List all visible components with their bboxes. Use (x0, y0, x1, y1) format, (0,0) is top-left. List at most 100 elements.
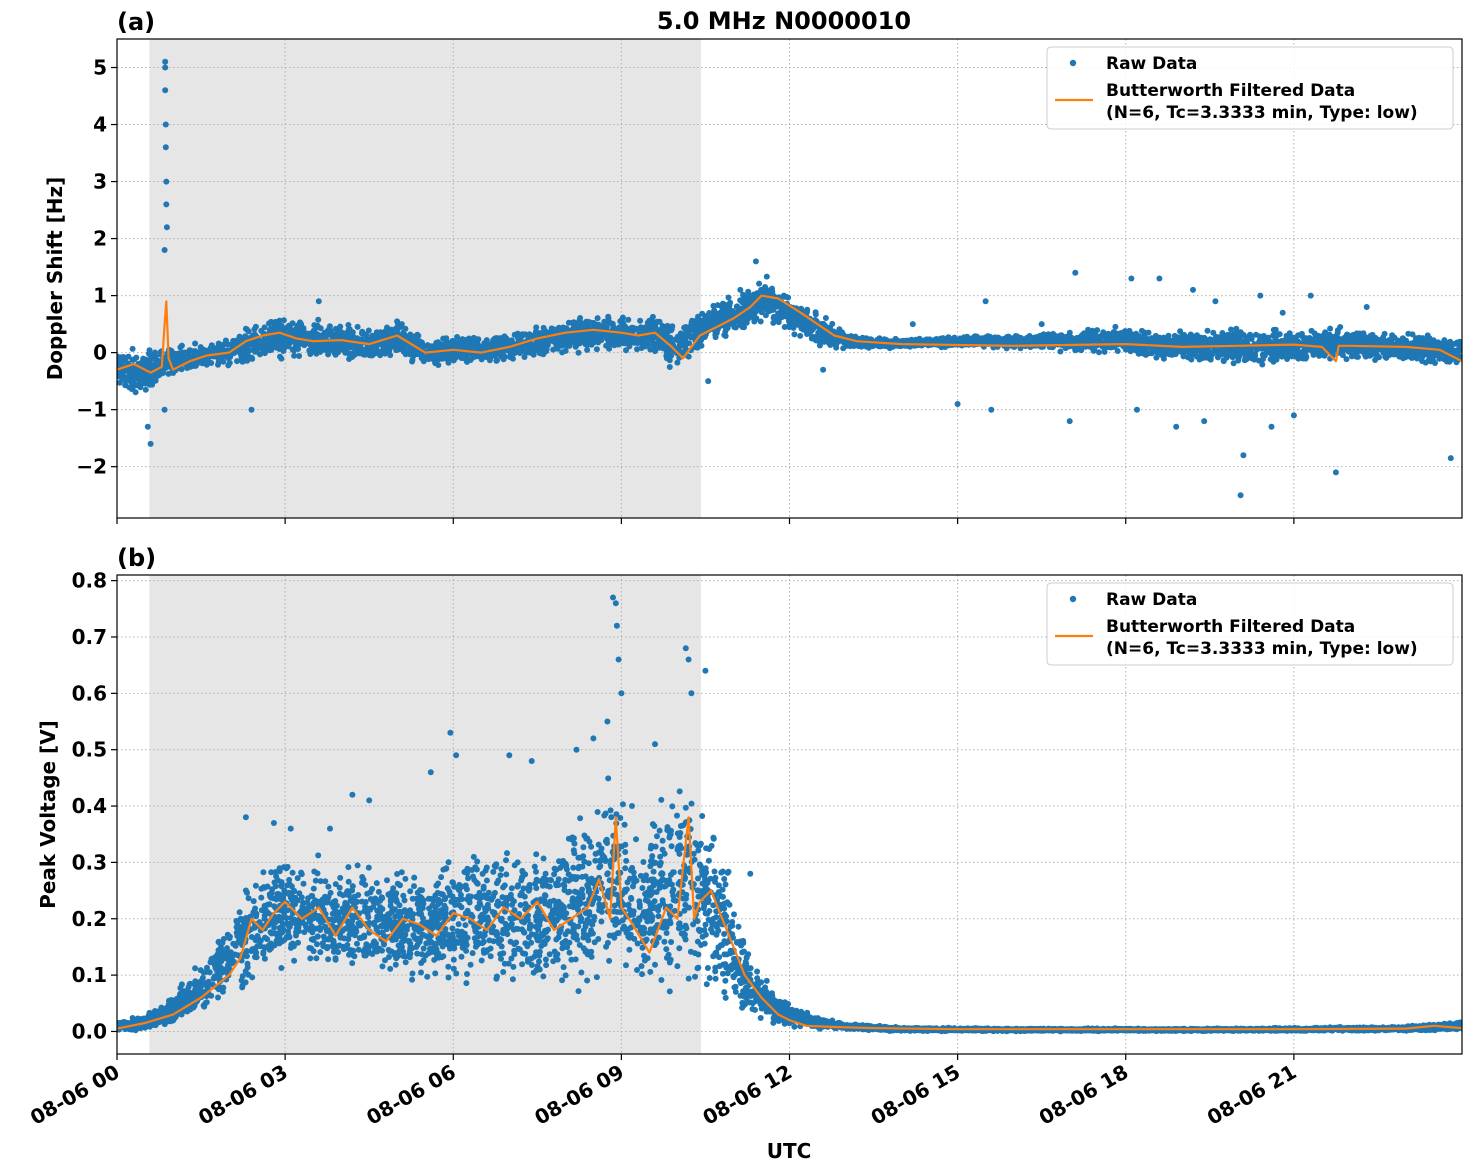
raw-data-point (833, 341, 840, 348)
raw-data-point (1341, 334, 1348, 341)
raw-data-point (1230, 351, 1237, 358)
raw-data-point (605, 313, 612, 320)
raw-data-point (816, 328, 823, 335)
raw-data-point (623, 347, 629, 354)
raw-data-point (746, 298, 753, 304)
raw-data-point (278, 355, 285, 362)
grid (117, 39, 1462, 518)
raw-data-point (437, 343, 444, 350)
raw-data-point (991, 337, 998, 344)
raw-data-point (685, 353, 692, 360)
raw-data-point (239, 358, 246, 365)
raw-data-point (1297, 351, 1303, 357)
raw-data-point (625, 316, 632, 323)
raw-data-point (215, 343, 222, 350)
raw-data-point (533, 324, 540, 331)
raw-data-point (1334, 327, 1341, 334)
raw-data-point (681, 335, 688, 342)
raw-data-point (1242, 354, 1249, 361)
raw-data-point (387, 352, 394, 359)
raw-data-point (1292, 350, 1298, 357)
raw-data-point (249, 355, 256, 362)
raw-data-point (283, 339, 290, 346)
raw-data-point (366, 343, 373, 350)
raw-data-point (490, 342, 497, 348)
raw-data-point (1453, 359, 1460, 366)
raw-data-point (1196, 336, 1203, 343)
raw-data-point (126, 384, 133, 391)
raw-data-point (1312, 337, 1319, 344)
raw-data-point (946, 337, 953, 343)
raw-data-point (1335, 339, 1341, 346)
raw-data-point (1300, 355, 1306, 362)
raw-data-point (1228, 326, 1234, 333)
raw-data-point (1057, 348, 1064, 355)
raw-data-series (117, 58, 1462, 499)
raw-data-point (1375, 337, 1382, 343)
raw-data-point (525, 333, 532, 340)
raw-data-point (1037, 333, 1044, 340)
raw-data-point (1258, 337, 1265, 344)
raw-data-point (133, 354, 140, 361)
raw-data-point (540, 324, 547, 331)
raw-data-point (641, 336, 648, 343)
raw-data-point (258, 327, 265, 334)
raw-data-point (812, 311, 819, 318)
raw-data-point (656, 318, 663, 325)
raw-data-point (1084, 336, 1090, 343)
raw-data-point (452, 343, 459, 350)
raw-data-point (550, 346, 557, 353)
raw-data-point (626, 343, 633, 350)
raw-data-point (430, 354, 437, 361)
raw-data-point (266, 345, 272, 352)
raw-data-point (317, 325, 324, 332)
raw-data-point (394, 318, 401, 325)
raw-data-point (1391, 334, 1398, 341)
raw-data-point (1327, 325, 1334, 332)
raw-data-point (1267, 356, 1274, 363)
raw-data-point (204, 355, 211, 362)
raw-data-point (291, 352, 298, 359)
raw-data-point (791, 331, 798, 338)
raw-data-point (973, 333, 980, 340)
figure-title: 5.0 MHz N0000010 (657, 7, 911, 35)
raw-data-point (532, 331, 539, 338)
raw-data-point (791, 321, 798, 328)
raw-data-point (1259, 351, 1266, 358)
raw-data-point (1326, 331, 1333, 338)
raw-data-point (761, 288, 768, 294)
raw-data-point (1281, 351, 1288, 358)
raw-data-point (345, 341, 352, 348)
raw-data-point (1166, 351, 1173, 358)
raw-data-point (304, 332, 311, 338)
raw-data-point (418, 355, 425, 362)
raw-data-point (679, 341, 686, 348)
raw-data-point (470, 334, 477, 341)
raw-data-point (879, 343, 886, 349)
raw-data-point (509, 355, 516, 362)
raw-data-point (754, 306, 761, 313)
raw-data-point (134, 382, 140, 389)
raw-data-point (1235, 357, 1242, 364)
raw-data-point (359, 328, 366, 335)
raw-data-point (606, 345, 613, 352)
raw-data-point (336, 329, 343, 336)
raw-data-point (252, 323, 259, 330)
raw-data-point (151, 377, 158, 384)
raw-data-point (300, 325, 307, 332)
raw-data-point (298, 329, 305, 336)
raw-data-point (365, 327, 372, 334)
raw-data-point (663, 355, 670, 362)
raw-data-point (1270, 326, 1277, 333)
raw-data-point (473, 343, 480, 350)
raw-data-point (798, 315, 805, 322)
raw-data-point (663, 345, 669, 352)
raw-data-point (443, 335, 450, 342)
raw-data-point (1186, 351, 1193, 358)
raw-data-point (1048, 338, 1055, 345)
raw-data-point (711, 309, 718, 316)
raw-data-point (706, 310, 713, 316)
raw-data-point (503, 335, 510, 342)
